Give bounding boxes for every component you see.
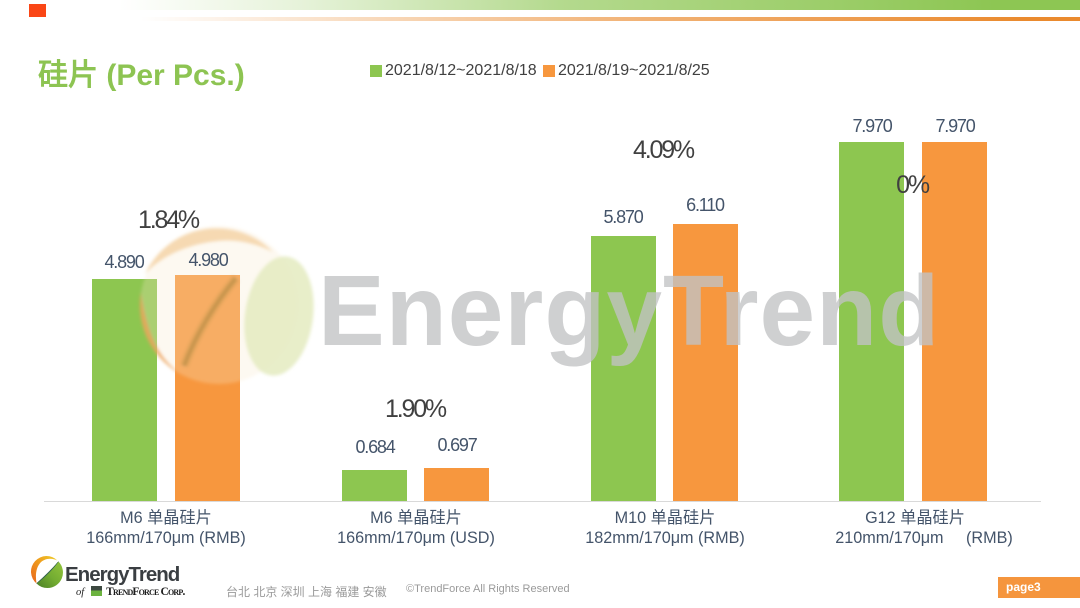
svg-text:EnergyTrend: EnergyTrend: [318, 255, 940, 367]
